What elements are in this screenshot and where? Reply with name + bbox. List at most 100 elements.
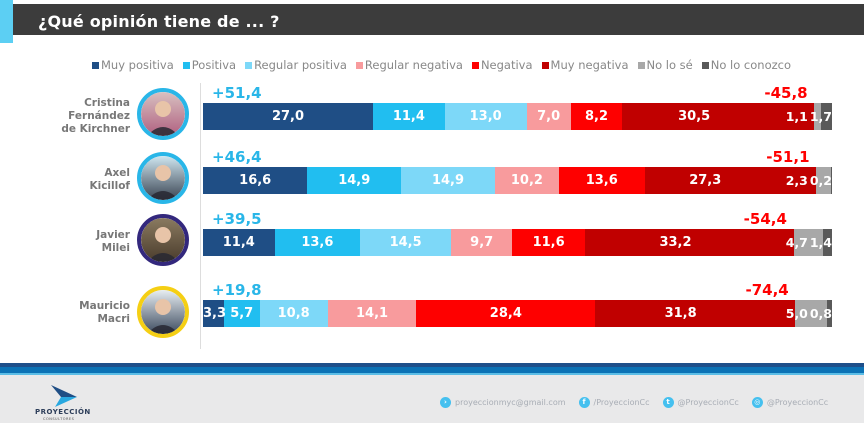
bar-segment bbox=[559, 167, 646, 194]
footer-stripe bbox=[0, 367, 864, 373]
bar-value-label: 27,3 bbox=[689, 173, 722, 188]
stacked-bar: 5,0 0,8 3,3 5,7 10,8 14,1 28,4 31,8 bbox=[203, 300, 833, 327]
contact-text: @ProyeccionCc bbox=[677, 398, 739, 407]
row-label-line: Milei bbox=[101, 242, 130, 254]
contact-item[interactable]: t @ProyeccionCc bbox=[662, 397, 739, 408]
contact-list: › proyeccionmyc@gmail.com f/ProyeccionCc t @… bbox=[440, 397, 828, 408]
bar-segment bbox=[307, 167, 402, 194]
row-label-line: Javier bbox=[96, 229, 130, 241]
bar-segment bbox=[585, 229, 795, 256]
legend-swatch bbox=[245, 61, 253, 69]
bar-value-label: 14,9 bbox=[431, 173, 465, 188]
bar-value-label: 3,3 bbox=[203, 306, 227, 321]
legend-swatch bbox=[92, 61, 99, 69]
bar-segment bbox=[814, 103, 822, 130]
avatar bbox=[137, 152, 189, 204]
bar-value-label: 8,2 bbox=[585, 109, 609, 124]
bar-value-label: 33,2 bbox=[659, 235, 692, 250]
legend-label: No lo conozco bbox=[710, 58, 792, 72]
logo-arrow-icon bbox=[51, 385, 77, 407]
bar-value-label: 13,6 bbox=[301, 235, 334, 250]
bar-value-label: 7,0 bbox=[537, 109, 561, 124]
avatar-photo bbox=[141, 290, 185, 334]
bar-value-label: 14,9 bbox=[338, 173, 371, 188]
row-label-line: Axel bbox=[104, 167, 130, 179]
bar-segment bbox=[360, 229, 452, 256]
bar-value-label: 30,5 bbox=[678, 109, 711, 124]
bar-segment bbox=[223, 300, 261, 327]
stacked-bar: 2,3 0,2 16,6 14,9 14,9 10,2 13,6 27,3 bbox=[203, 167, 833, 194]
row-label: Axel Kicillof bbox=[30, 167, 130, 193]
logo-text: PROYECCIÓN bbox=[35, 408, 91, 416]
bar-segment bbox=[512, 229, 586, 256]
row-label-line: Cristina bbox=[84, 96, 130, 109]
bar-segment bbox=[274, 229, 361, 256]
positive-total-label: +19,8 bbox=[212, 281, 262, 299]
title-accent bbox=[0, 0, 13, 43]
bar-value-label: 16,6 bbox=[239, 173, 272, 188]
title-bar: ¿Qué opinión tiene de ... ? bbox=[12, 4, 864, 35]
bar-segment bbox=[416, 300, 596, 327]
footer: PROYECCIÓN CONSULTORES › proyeccionmyc@gm… bbox=[0, 375, 864, 423]
bar-value-label: 28,4 bbox=[489, 306, 522, 321]
axis-line bbox=[200, 83, 201, 349]
legend-label: Muy positiva bbox=[101, 58, 174, 72]
negative-total-label: -54,4 bbox=[743, 210, 787, 228]
bar-value-label: 5,7 bbox=[230, 306, 254, 321]
positive-total-label: +39,5 bbox=[212, 210, 262, 228]
bar-value-label: 2,3 bbox=[785, 173, 808, 188]
legend-item: Negativa bbox=[471, 58, 533, 72]
avatar-photo bbox=[141, 218, 185, 262]
positive-total-label: +46,4 bbox=[212, 148, 262, 166]
legend-label: Regular negativa bbox=[364, 58, 463, 72]
legend-item: Regular negativa bbox=[355, 58, 463, 72]
bar-segment bbox=[595, 300, 796, 327]
legend-item: Positiva bbox=[182, 58, 236, 72]
email-icon: › bbox=[440, 397, 451, 408]
contact-item[interactable]: ◎ @ProyeccionCc bbox=[751, 397, 828, 408]
legend-item: Muy negativa bbox=[541, 58, 629, 72]
bar-value-label: 10,8 bbox=[277, 306, 310, 321]
legend-swatch bbox=[637, 61, 645, 69]
legend-swatch bbox=[541, 61, 549, 69]
bar-segment bbox=[373, 103, 446, 130]
row-label-line: de Kirchner bbox=[61, 122, 130, 135]
avatar-photo bbox=[141, 156, 185, 200]
legend-item: Regular positiva bbox=[245, 58, 347, 72]
instagram-icon: ◎ bbox=[751, 397, 763, 408]
row-label-line: Fernández bbox=[68, 109, 130, 122]
bar-value-label: 14,1 bbox=[356, 306, 389, 321]
bar-value-label: 11,4 bbox=[392, 109, 425, 124]
legend-label: No lo sé bbox=[646, 58, 693, 72]
row-label: Cristina Fernández de Kirchner bbox=[30, 97, 130, 136]
contact-text: /ProyeccionCc bbox=[593, 398, 650, 407]
legend-label: Muy negativa bbox=[550, 58, 629, 72]
tail-value-labels: 2,3 0,2 bbox=[786, 167, 832, 194]
bar-segment bbox=[821, 103, 833, 130]
stacked-bar: 1,1 1,7 27,0 11,4 13,0 7,0 8,2 30,5 bbox=[203, 103, 833, 130]
row-label-line: Mauricio bbox=[79, 300, 130, 312]
bar-segment bbox=[451, 229, 513, 256]
negative-total-label: -74,4 bbox=[745, 281, 789, 299]
bar-value-label: 10,2 bbox=[510, 173, 543, 188]
bar-segment bbox=[401, 167, 496, 194]
avatar bbox=[137, 214, 189, 266]
tail-value-labels: 1,1 1,7 bbox=[786, 103, 832, 130]
contact-item[interactable]: › proyeccionmyc@gmail.com bbox=[440, 397, 566, 408]
bar-segment bbox=[203, 229, 276, 256]
legend-label: Regular positiva bbox=[254, 58, 347, 72]
page-title: ¿Qué opinión tiene de ... ? bbox=[38, 12, 280, 31]
bar-value-label: 13,0 bbox=[469, 109, 502, 124]
bar-segment bbox=[793, 229, 824, 256]
bar-segment bbox=[644, 167, 817, 194]
contact-item[interactable]: f/ProyeccionCc bbox=[578, 397, 650, 408]
row-label: Javier Milei bbox=[30, 229, 130, 255]
legend-label: Negativa bbox=[480, 58, 533, 72]
bar-value-label: 1,4 bbox=[809, 235, 832, 250]
legend-swatch bbox=[355, 61, 363, 69]
bar-value-label: 0,8 bbox=[809, 306, 832, 321]
bar-segment bbox=[816, 167, 832, 194]
footer-stripe bbox=[0, 373, 864, 375]
bar-segment bbox=[795, 300, 828, 327]
